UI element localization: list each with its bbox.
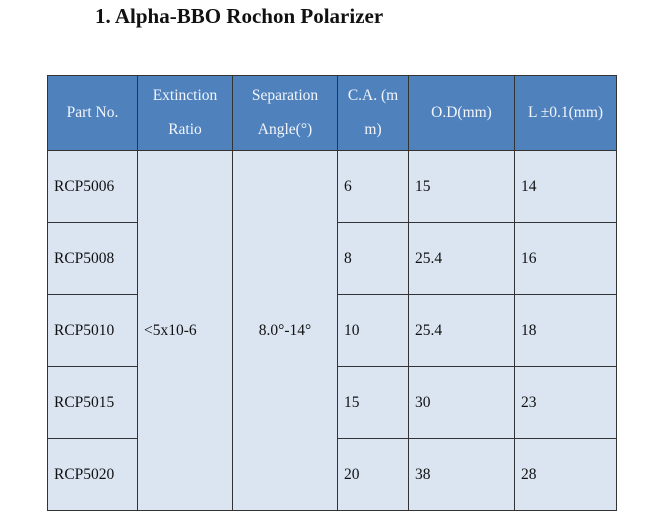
length: 14 — [514, 150, 617, 223]
spec-table: Part No. Extinction Ratio Separation Angle… — [47, 75, 617, 511]
outer-diameter: 25.4 — [408, 222, 515, 295]
length: 28 — [514, 438, 617, 511]
header-cell: O.D(mm) — [408, 75, 515, 151]
outer-diameter: 25.4 — [408, 294, 515, 367]
header-cell: L ±0.1(mm) — [514, 75, 617, 151]
table-row: RCP5010 10 25.4 18 — [47, 294, 617, 367]
header-cell: Extinction Ratio — [137, 75, 233, 151]
clear-aperture: 15 — [337, 366, 409, 439]
part-no: RCP5020 — [47, 438, 138, 511]
table-row: RCP5020 20 38 28 — [47, 438, 617, 511]
table-row: RCP5008 8 25.4 16 — [47, 222, 617, 295]
part-no: RCP5008 — [47, 222, 138, 295]
header-cell: Separation Angle(°) — [232, 75, 338, 151]
length: 18 — [514, 294, 617, 367]
title: 1. Alpha-BBO Rochon Polarizer — [95, 4, 384, 28]
part-no: RCP5010 — [47, 294, 138, 367]
clear-aperture: 8 — [337, 222, 409, 295]
extinction-ratio: <5x10-6 — [137, 150, 233, 511]
clear-aperture: 20 — [337, 438, 409, 511]
part-no: RCP5015 — [47, 366, 138, 439]
outer-diameter: 38 — [408, 438, 515, 511]
outer-diameter: 30 — [408, 366, 515, 439]
length: 23 — [514, 366, 617, 439]
clear-aperture: 6 — [337, 150, 409, 223]
clear-aperture: 10 — [337, 294, 409, 367]
length: 16 — [514, 222, 617, 295]
outer-diameter: 15 — [408, 150, 515, 223]
header-cell: Part No. — [47, 75, 138, 151]
header-cell: C.A. (mm) — [337, 75, 409, 151]
header-row: Part No. Extinction Ratio Separation Angle… — [47, 75, 617, 151]
part-no: RCP5006 — [47, 150, 138, 223]
separation-angle: 8.0°-14° — [232, 150, 338, 511]
table-row: RCP5006 <5x10-6 8.0°-14° 6 15 14 — [47, 150, 617, 511]
